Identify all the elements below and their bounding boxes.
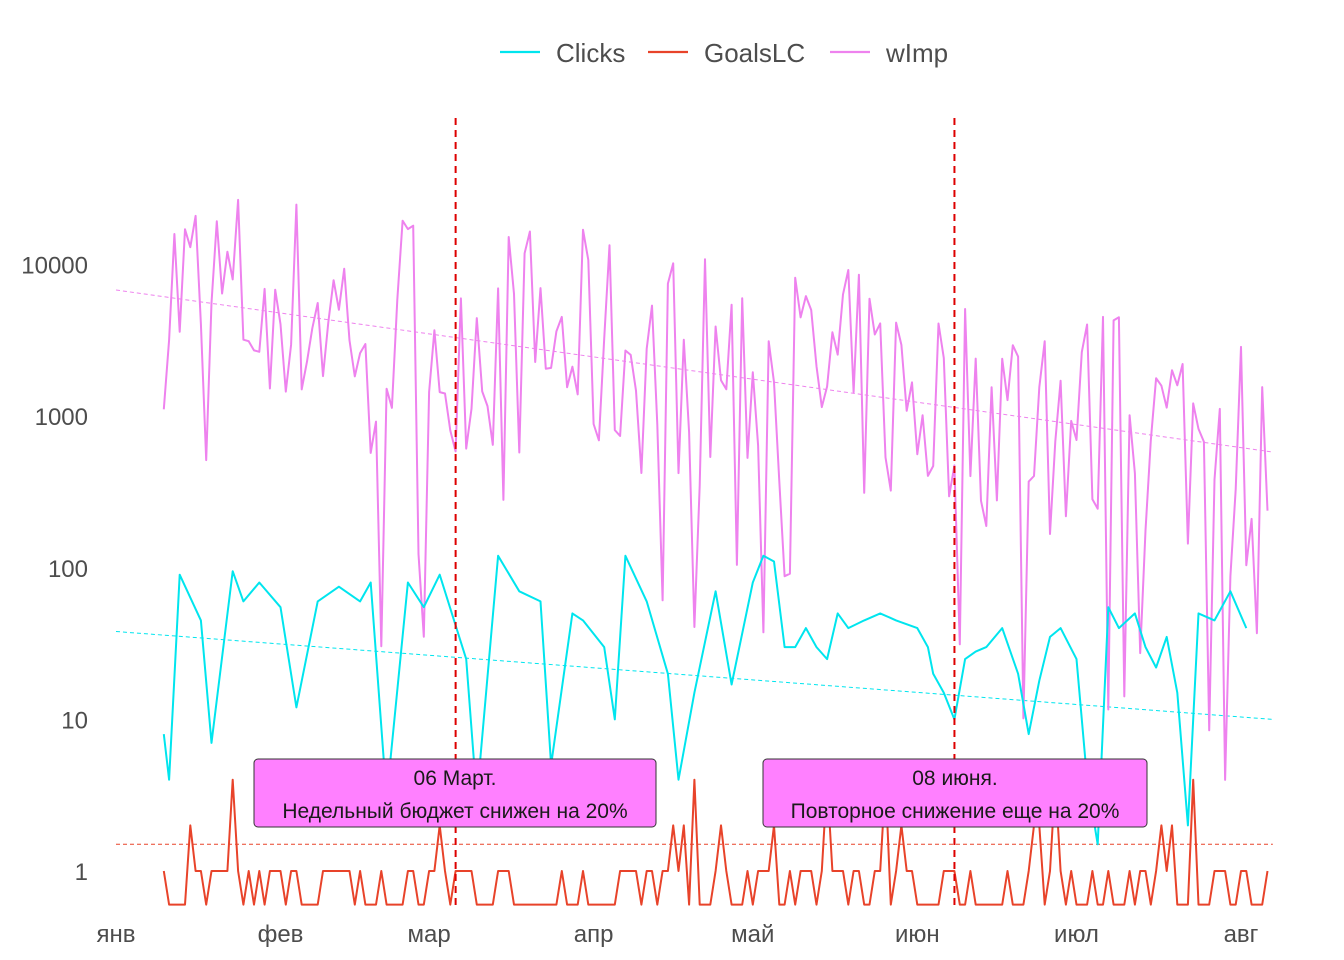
y-axis: 1 10 100 1000 10000 <box>21 253 88 886</box>
series-goalslc <box>162 778 1269 906</box>
annotation-box <box>762 758 1148 828</box>
annotation-1: 06 Март. Недельный бюджет снижен на 20% <box>253 758 657 828</box>
y-tick-label: 10000 <box>21 253 88 280</box>
annotation-date: 06 Март. <box>414 767 497 790</box>
series-line-wimp <box>162 198 1269 781</box>
x-tick-label: июн <box>895 921 940 948</box>
x-tick-label: июл <box>1054 921 1099 948</box>
y-tick-label: 1000 <box>35 404 88 431</box>
annotation-text: Недельный бюджет снижен на 20% <box>282 800 627 823</box>
annotations: 06 Март. Недельный бюджет снижен на 20% 08… <box>253 758 1148 828</box>
y-tick-label: 1 <box>75 859 88 886</box>
trend-line-clicks <box>115 631 1273 720</box>
legend-label-wimp: wImp <box>885 38 948 68</box>
legend-label-goalslc: GoalsLC <box>704 38 805 68</box>
x-tick-label: янв <box>97 921 136 948</box>
x-tick-label: май <box>731 921 774 948</box>
annotation-text: Повторное снижение еще на 20% <box>791 800 1120 823</box>
x-tick-label: мар <box>407 921 450 948</box>
series-wimp <box>162 198 1269 781</box>
y-tick-label: 100 <box>48 556 88 583</box>
x-tick-label: апр <box>574 921 614 948</box>
annotation-date: 08 июня. <box>912 767 997 790</box>
x-tick-label: авг <box>1224 921 1259 948</box>
legend-label-clicks: Clicks <box>556 38 625 68</box>
series-line-goalslc <box>162 778 1269 906</box>
annotation-box <box>253 758 657 828</box>
trend-line-wimp <box>115 289 1273 453</box>
y-tick-label: 10 <box>61 707 88 734</box>
annotation-2: 08 июня. Повторное снижение еще на 20% <box>762 758 1148 828</box>
legend: Clicks GoalsLC wImp <box>500 38 948 68</box>
x-axis: янв фев мар апр май июн июл авг <box>97 921 1259 948</box>
x-tick-label: фев <box>258 921 304 948</box>
